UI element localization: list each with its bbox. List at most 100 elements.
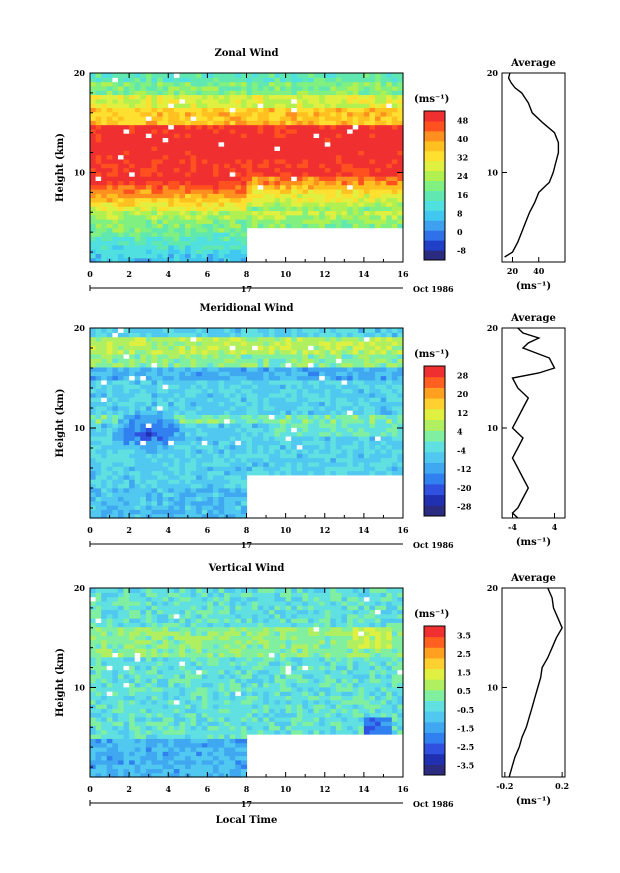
heatmap-cell <box>90 154 97 160</box>
heatmap-cell <box>101 150 108 156</box>
heatmap-cell <box>207 180 214 186</box>
heatmap-cell <box>90 120 97 126</box>
heatmap-cell <box>391 466 399 472</box>
heatmap-cell <box>212 474 220 480</box>
heatmap-cell <box>369 453 376 459</box>
heatmap-cell <box>157 180 164 186</box>
heatmap-cell <box>257 379 264 385</box>
heatmap-cell <box>335 349 343 355</box>
heatmap-cell <box>341 115 348 121</box>
heatmap-cell <box>179 197 186 203</box>
heatmap-cell <box>352 103 359 108</box>
heatmap-cell <box>179 466 186 472</box>
colorbar-swatch <box>424 483 445 496</box>
heatmap-cell <box>335 124 343 130</box>
heatmap-cell <box>90 336 97 342</box>
heatmap-cell <box>207 423 214 428</box>
heatmap-cell <box>274 384 281 390</box>
heatmap-cell <box>134 197 141 203</box>
heatmap-cell <box>185 124 192 130</box>
heatmap-cell <box>95 358 102 364</box>
heatmap-cell <box>280 206 287 212</box>
heatmap-cell <box>212 440 220 446</box>
heatmap-cell <box>101 626 108 632</box>
heatmap-cell <box>207 231 214 237</box>
heatmap-cell <box>375 392 382 398</box>
heatmap-cell <box>274 435 281 441</box>
heatmap-cell <box>145 176 153 181</box>
heatmap-cell <box>352 85 359 91</box>
heatmap-cell <box>179 423 186 428</box>
heatmap-cell <box>179 214 186 220</box>
heatmap-cell <box>151 353 158 359</box>
heatmap-cell <box>179 137 186 143</box>
heatmap-cell <box>151 375 158 381</box>
heatmap-cell <box>263 444 270 450</box>
heatmap-cell <box>229 193 236 199</box>
heatmap-cell <box>129 738 136 744</box>
heatmap-cell <box>313 340 320 346</box>
heatmap-cell <box>302 167 309 173</box>
heatmap-cell <box>263 90 270 96</box>
colorbar-swatch <box>424 441 445 453</box>
heatmap-cell <box>291 201 298 207</box>
heatmap-cell <box>296 98 303 104</box>
heatmap-cell <box>162 427 169 433</box>
heatmap-cell <box>246 180 253 186</box>
heatmap-cell <box>101 588 108 593</box>
heatmap-cell <box>173 397 181 403</box>
heatmap-cell <box>162 384 169 390</box>
heatmap-cell <box>274 457 281 463</box>
heatmap-cell <box>352 94 359 100</box>
heatmap-cell <box>375 384 382 390</box>
heatmap-cell <box>179 479 186 485</box>
heatmap-cell <box>201 461 208 467</box>
heatmap-cell <box>129 734 136 739</box>
heatmap-cell <box>369 128 376 134</box>
heatmap-cell <box>129 81 136 87</box>
heatmap-cell <box>90 375 97 381</box>
heatmap-cell <box>280 466 287 472</box>
heatmap-cell <box>397 201 404 207</box>
heatmap-cell <box>106 171 113 177</box>
heatmap-cell <box>358 150 365 156</box>
heatmap-cell <box>168 184 175 190</box>
heatmap-cell <box>123 171 130 177</box>
heatmap-cell <box>347 440 354 446</box>
heatmap-cell <box>129 772 136 778</box>
heatmap-cell <box>151 444 158 450</box>
heatmap-cell <box>117 188 125 194</box>
heatmap-cell <box>235 137 242 143</box>
heatmap-cell <box>201 257 208 263</box>
heatmap-cell <box>196 366 203 372</box>
heatmap-cell <box>246 193 253 199</box>
heatmap-cell <box>151 496 158 502</box>
heatmap-cell <box>324 150 331 156</box>
heatmap-cell <box>352 366 359 372</box>
heatmap-cell <box>212 236 220 242</box>
heatmap-cell <box>257 77 264 83</box>
heatmap-cell <box>285 397 292 403</box>
heatmap-cell <box>145 448 153 454</box>
heatmap-cell <box>319 81 326 87</box>
heatmap-cell <box>274 146 281 151</box>
heatmap-cell <box>129 223 136 229</box>
heatmap-cell <box>190 77 197 83</box>
heatmap-cell <box>95 479 102 485</box>
heatmap-cell <box>179 371 186 377</box>
heatmap-cell <box>190 103 197 108</box>
heatmap-cell <box>201 81 208 87</box>
heatmap-cell <box>268 146 276 151</box>
heatmap-cell <box>246 414 253 420</box>
heatmap-cell <box>285 180 292 186</box>
heatmap-cell <box>397 85 404 91</box>
heatmap-cell <box>302 405 309 411</box>
heatmap-cell <box>313 375 320 381</box>
heatmap-cell <box>363 397 371 403</box>
heatmap-cell <box>229 431 236 437</box>
heatmap-cell <box>347 405 354 411</box>
heatmap-cell <box>179 219 186 224</box>
heatmap-cell <box>162 388 169 394</box>
heatmap-cell <box>179 362 186 368</box>
heatmap-cell <box>123 103 130 108</box>
